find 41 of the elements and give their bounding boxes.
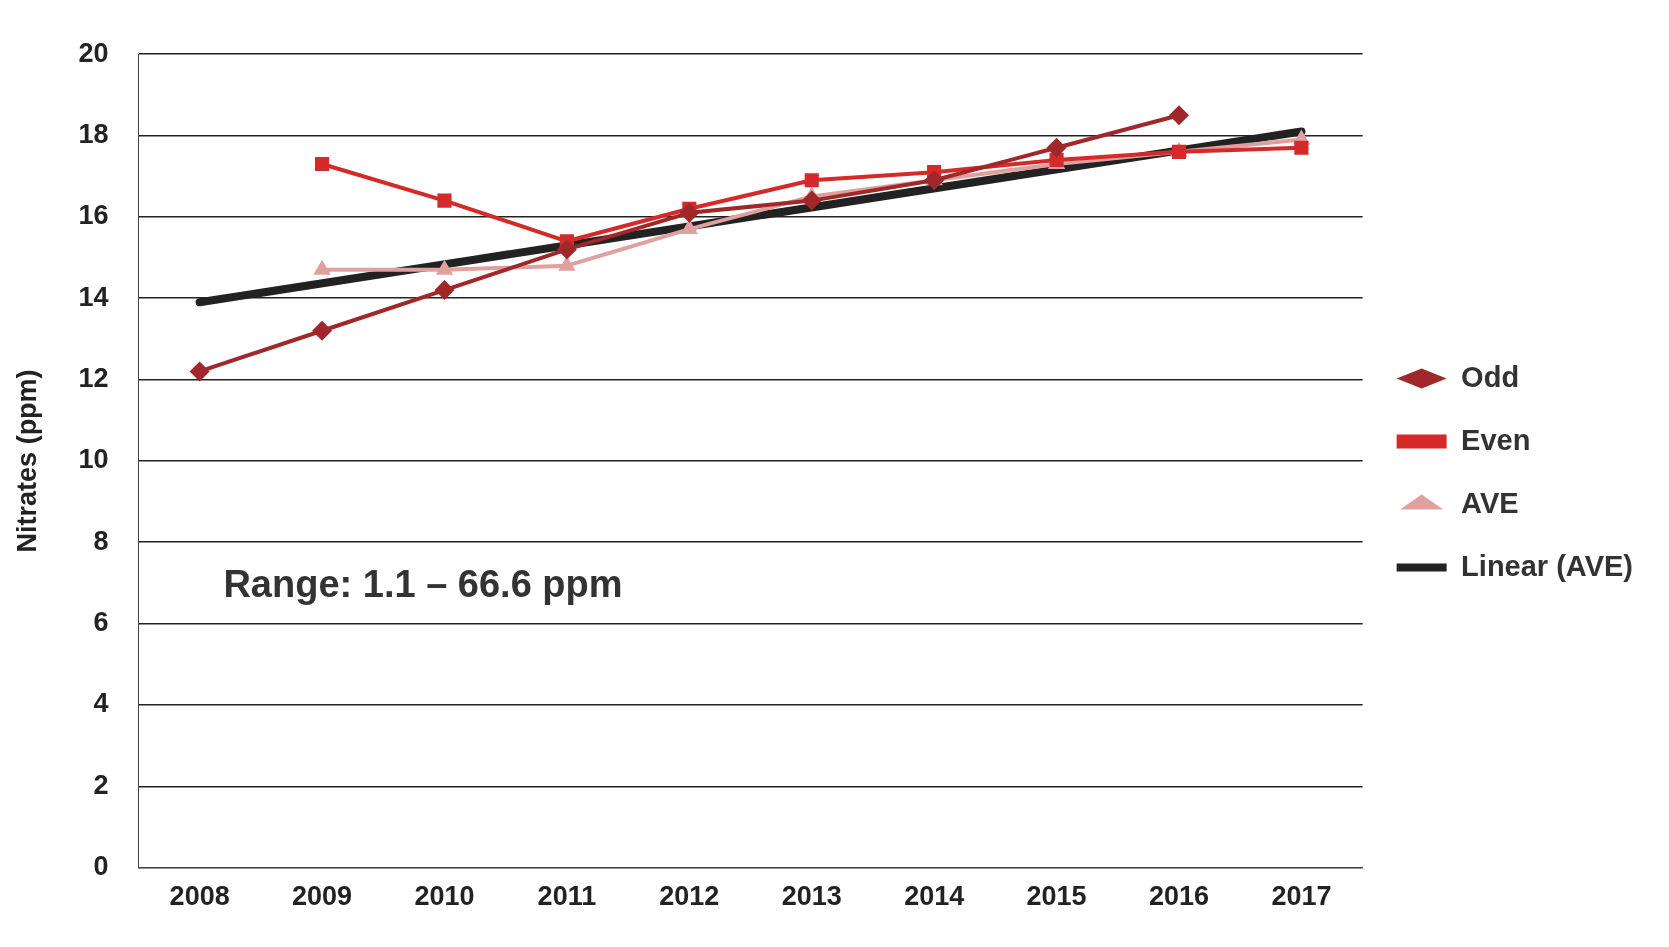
legend-label: Even [1461, 423, 1531, 456]
point [680, 219, 698, 235]
x-tick-label: 2014 [904, 881, 965, 912]
annotation: Range: 1.1 – 66.6 ppm [223, 563, 623, 606]
y-tick-label: 2 [93, 769, 109, 800]
point [189, 361, 210, 382]
y-tick-label: 6 [93, 607, 109, 638]
point [679, 202, 700, 223]
point [314, 156, 330, 172]
legend-label: AVE [1461, 486, 1519, 519]
legend-label: Linear (AVE) [1461, 549, 1634, 582]
point [1168, 105, 1189, 126]
point [312, 320, 333, 341]
x-tick-label: 2010 [414, 881, 475, 912]
y-axis-title: Nitrates (ppm) [11, 369, 42, 553]
x-tick-label: 2015 [1026, 881, 1087, 912]
point [434, 280, 455, 301]
y-tick-label: 18 [78, 118, 109, 149]
x-tick-label: 2008 [169, 881, 230, 912]
legend-label: Odd [1461, 360, 1520, 393]
point [437, 193, 452, 208]
point [804, 173, 819, 188]
y-tick-label: 16 [78, 200, 109, 231]
y-tick-label: 4 [93, 688, 109, 719]
y-tick-label: 0 [93, 851, 109, 882]
point [1046, 137, 1067, 158]
x-tick-label: 2013 [781, 881, 842, 912]
y-tick-label: 8 [93, 525, 109, 556]
x-tick-label: 2012 [659, 881, 720, 912]
y-tick-label: 12 [78, 363, 109, 394]
y-tick-label: 20 [78, 37, 109, 68]
y-tick-label: 10 [78, 444, 109, 475]
point [801, 190, 822, 211]
point [556, 239, 577, 260]
x-tick-label: 2016 [1148, 881, 1210, 912]
y-tick-label: 14 [78, 281, 109, 312]
x-tick-label: 2017 [1271, 881, 1332, 912]
point [924, 170, 945, 191]
point [1294, 140, 1309, 155]
x-tick-label: 2009 [292, 881, 353, 912]
x-tick-label: 2011 [537, 881, 597, 912]
